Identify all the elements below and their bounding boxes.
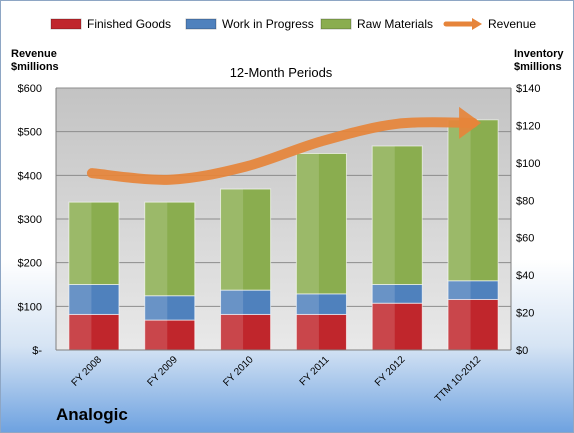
bar-highlight <box>220 290 244 315</box>
right-tick-label: $0 <box>516 345 528 357</box>
right-tick-label: $120 <box>516 120 540 132</box>
revenue-arrowhead <box>459 106 482 139</box>
left-axis-label-line2: $millions <box>11 61 59 73</box>
legend-swatch-finished-goods <box>50 18 82 30</box>
x-tick-label: FY 2009 <box>145 354 180 389</box>
bar-highlight <box>144 320 168 350</box>
bar-segment-raw-materials <box>68 201 120 286</box>
x-tick-label: TTM 10-2012 <box>433 354 484 405</box>
legend-arrowhead <box>472 18 482 30</box>
right-tick-label: $80 <box>516 195 534 207</box>
bar-highlight <box>144 295 168 321</box>
right-tick-label: $20 <box>516 308 534 320</box>
x-tick-label: FY 2008 <box>70 354 105 389</box>
x-tick-label: FY 2010 <box>221 354 256 389</box>
bar-segment-raw-materials <box>220 188 272 291</box>
left-tick-label: $600 <box>18 83 42 95</box>
legend-label: Raw Materials <box>357 17 433 31</box>
bar-segment-finished-goods <box>371 302 423 351</box>
legend-label: Finished Goods <box>87 17 171 31</box>
left-tick-label: $500 <box>18 127 42 139</box>
x-tick-label: FY 2012 <box>373 354 408 389</box>
bar-highlight <box>220 189 244 291</box>
bar-highlight <box>448 280 471 300</box>
bar-segment-raw-materials <box>295 153 347 295</box>
left-axis-label-line1: Revenue <box>11 48 57 60</box>
bar-highlight <box>296 293 319 315</box>
legend-swatch-raw-materials <box>320 18 352 30</box>
bar-highlight <box>68 314 92 350</box>
legend-swatch-work-in-progress <box>185 18 217 30</box>
bar-highlight <box>296 153 319 294</box>
right-tick-label: $60 <box>516 233 534 245</box>
bar-highlight <box>220 314 244 350</box>
right-tick-label: $40 <box>516 270 534 282</box>
bar-highlight <box>448 119 471 281</box>
company-name: Analogic <box>56 405 128 424</box>
left-tick-label: $400 <box>18 170 42 182</box>
legend-label: Work in Progress <box>222 17 314 31</box>
bar-segment-raw-materials <box>144 201 196 297</box>
right-axis-label-line1: Inventory <box>514 48 564 60</box>
left-tick-label: $100 <box>18 301 42 313</box>
left-tick-label: $200 <box>18 258 42 270</box>
bar-highlight <box>68 284 92 315</box>
right-tick-label: $140 <box>516 83 540 95</box>
right-axis-label-line2: $millions <box>514 61 562 73</box>
x-tick-label: FY 2011 <box>298 354 332 388</box>
bar-segment-raw-materials <box>371 145 423 285</box>
bar-highlight <box>448 299 471 350</box>
bar-highlight <box>372 284 395 304</box>
bar-highlight <box>144 202 168 296</box>
left-tick-label: $- <box>32 345 42 357</box>
bar-highlight <box>372 303 395 350</box>
bar-segment-finished-goods <box>447 298 499 351</box>
bar-highlight <box>68 202 92 285</box>
bar-segment-raw-materials <box>447 119 499 282</box>
right-tick-label: $100 <box>516 158 540 170</box>
left-tick-label: $300 <box>18 214 42 226</box>
revenue-line <box>86 117 479 185</box>
legend-label: Revenue <box>488 17 536 31</box>
bar-highlight <box>372 146 395 285</box>
bar-segment-work-in-progress <box>68 284 120 315</box>
chart-title: 12-Month Periods <box>230 65 333 80</box>
bar-segment-work-in-progress <box>220 289 272 315</box>
bar-highlight <box>296 314 319 350</box>
